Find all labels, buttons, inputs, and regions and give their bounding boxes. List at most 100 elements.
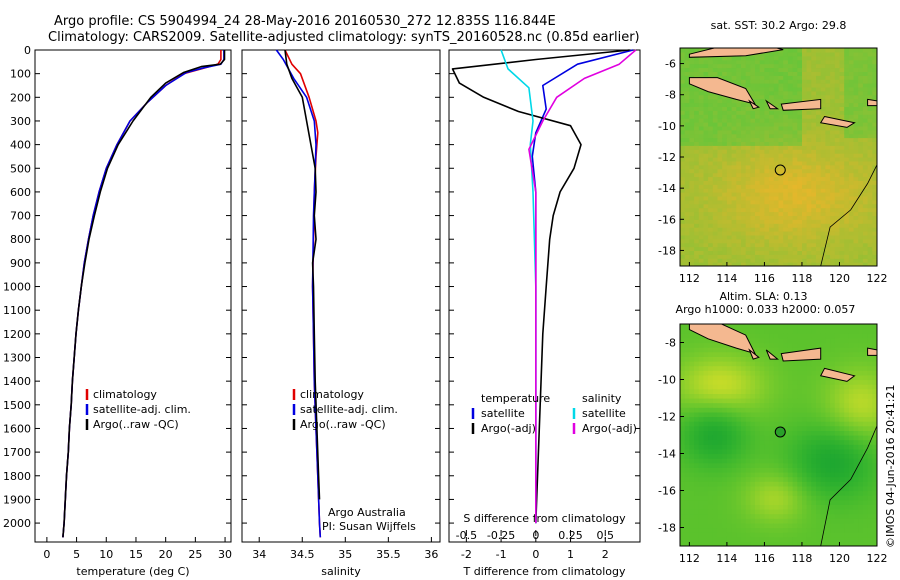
map-cell xyxy=(802,192,808,197)
map-cell xyxy=(872,407,877,413)
map-cell xyxy=(778,211,784,216)
map-cell xyxy=(694,86,700,92)
map-cell xyxy=(862,51,869,57)
map-cell xyxy=(680,98,686,104)
map-cell xyxy=(736,141,742,146)
map-cell xyxy=(848,324,855,330)
map-cell xyxy=(759,388,765,394)
panel-sst_map: 112 114 116 118 120 122-6-8-10-12-14-16-18sat… xyxy=(658,19,887,285)
map-cell xyxy=(844,149,850,154)
map-cell xyxy=(853,518,859,524)
map-cell xyxy=(858,118,864,123)
y-tick-label: 1200 xyxy=(3,328,31,341)
map-cell xyxy=(825,490,831,496)
map-cell xyxy=(778,184,784,189)
map-cell xyxy=(736,227,742,232)
map-cell xyxy=(853,495,859,501)
map-cell xyxy=(787,71,794,76)
y-tick-label: -18 xyxy=(658,244,676,257)
map-cell xyxy=(797,435,803,441)
map-cell xyxy=(778,67,784,72)
map-cell xyxy=(717,416,723,422)
map-cell xyxy=(680,63,686,69)
map-cell xyxy=(830,79,836,84)
map-cell xyxy=(825,398,831,404)
map-cell xyxy=(680,129,686,135)
map-cell xyxy=(694,254,700,259)
map-cell xyxy=(844,207,850,213)
map-cell xyxy=(802,242,808,248)
map-cell xyxy=(802,188,808,193)
y-tick-label: 200 xyxy=(10,91,31,104)
map-cell xyxy=(844,384,850,390)
map-cell xyxy=(759,374,765,381)
map-cell xyxy=(694,509,700,515)
map-cell xyxy=(764,262,770,266)
map-cell xyxy=(698,180,705,185)
map-cell xyxy=(806,402,812,408)
map-cell xyxy=(726,137,733,142)
map-cell xyxy=(834,79,841,84)
map-cell xyxy=(736,384,742,390)
map-cell xyxy=(806,333,812,339)
map-cell xyxy=(750,527,756,533)
map-cell xyxy=(783,513,789,519)
map-cell xyxy=(764,86,770,92)
map-cell xyxy=(731,55,737,61)
map-cell xyxy=(731,110,737,115)
map-cell xyxy=(844,133,850,139)
map-cell xyxy=(689,499,695,505)
map-cell xyxy=(862,118,869,123)
map-cell xyxy=(712,238,719,244)
x-top-tick-label: -0.25 xyxy=(487,529,515,542)
map-cell xyxy=(830,180,836,185)
map-cell xyxy=(698,532,705,538)
map-cell xyxy=(872,541,877,546)
map-cell xyxy=(741,106,747,111)
map-cell xyxy=(698,448,705,455)
map-cell xyxy=(862,416,869,422)
map-cell xyxy=(755,180,761,185)
map-cell xyxy=(797,231,803,236)
map-cell xyxy=(689,242,695,248)
map-cell xyxy=(684,481,690,487)
map-cell xyxy=(726,476,733,482)
map-cell xyxy=(797,94,803,100)
map-cell xyxy=(773,361,780,367)
map-cell xyxy=(848,481,855,487)
map-cell xyxy=(844,541,850,546)
map-cell xyxy=(764,361,770,367)
map-cell xyxy=(694,192,700,197)
map-cell xyxy=(703,439,709,445)
map-cell xyxy=(694,258,700,263)
map-cell xyxy=(848,342,855,348)
map-cell xyxy=(787,435,794,441)
map-cell xyxy=(769,137,775,142)
map-cell xyxy=(783,393,789,399)
map-cell xyxy=(778,527,784,533)
map-cell xyxy=(848,527,855,533)
map-cell xyxy=(839,347,845,353)
map-cell xyxy=(722,215,728,220)
map-cell xyxy=(736,203,742,209)
map-title-line1: Altim. SLA: 0.13 xyxy=(719,290,807,303)
map-cell xyxy=(834,234,841,240)
map-cell xyxy=(792,541,798,546)
island xyxy=(688,48,784,58)
map-cell xyxy=(759,164,765,170)
map-cell xyxy=(858,153,864,158)
map-cell xyxy=(759,347,765,353)
map-cell xyxy=(787,67,794,72)
map-cell xyxy=(820,398,826,404)
map-cell xyxy=(680,71,686,76)
map-cell xyxy=(680,203,686,209)
map-cell xyxy=(792,227,798,232)
map-cell xyxy=(806,223,812,228)
map-cell xyxy=(811,75,817,80)
map-cell xyxy=(783,374,789,381)
map-cell xyxy=(722,176,728,181)
map-cell xyxy=(759,365,765,371)
map-cell xyxy=(825,67,831,72)
map-cell xyxy=(783,444,789,450)
map-cell xyxy=(717,145,723,150)
